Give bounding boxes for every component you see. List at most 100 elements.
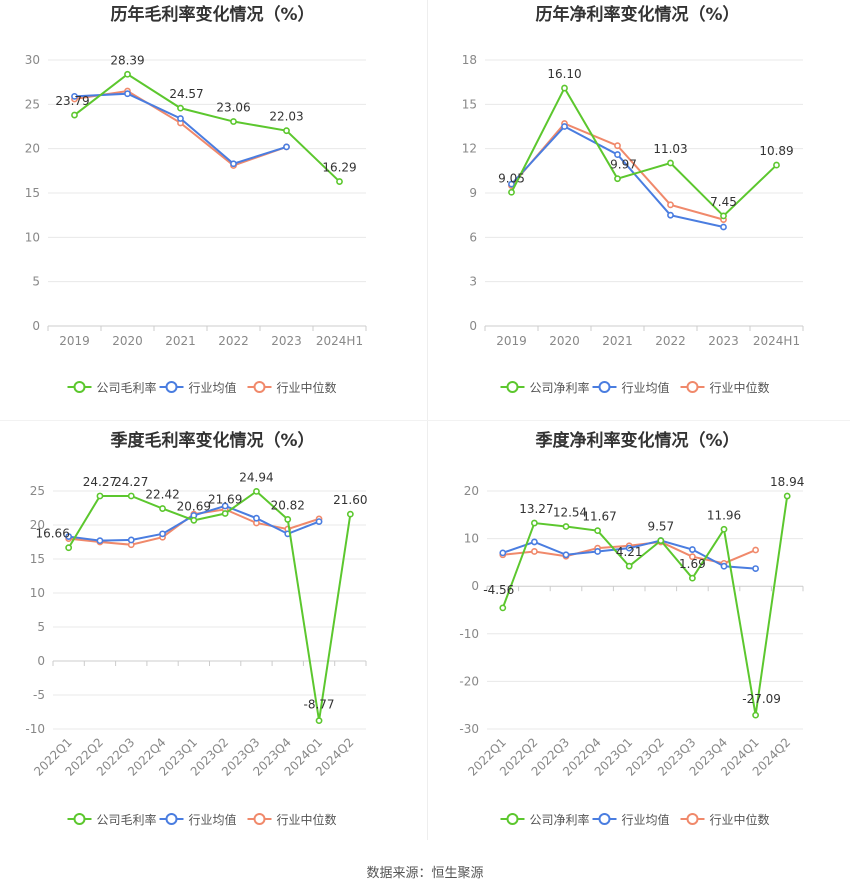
legend-label: 行业均值 bbox=[622, 380, 670, 395]
data-label: 23.79 bbox=[55, 94, 89, 108]
legend-item-industry-avg: 行业均值 bbox=[592, 380, 670, 395]
x-tick-label: 2024H1 bbox=[316, 334, 363, 348]
legend-marker bbox=[686, 813, 699, 825]
data-point-industry-avg bbox=[65, 533, 73, 540]
legend-marker bbox=[506, 813, 519, 825]
data-point-industry-avg bbox=[283, 143, 290, 151]
data-label: 23.06 bbox=[216, 101, 250, 115]
data-label: 20.69 bbox=[177, 499, 211, 513]
data-point-company bbox=[752, 711, 759, 719]
data-point-industry-avg bbox=[531, 538, 538, 546]
y-tick-label: 5 bbox=[37, 620, 45, 634]
y-tick-label: 25 bbox=[30, 484, 45, 498]
series-line-company bbox=[73, 73, 341, 183]
y-tick-label: 0 bbox=[469, 319, 477, 333]
legend-item-company: 公司净利率 bbox=[500, 812, 590, 827]
data-point-company bbox=[531, 519, 538, 527]
y-tick-label: 15 bbox=[25, 186, 40, 200]
data-point-company bbox=[688, 574, 696, 582]
legend-item-company: 公司毛利率 bbox=[67, 380, 157, 395]
data-point-company bbox=[190, 516, 198, 524]
chart-panel-3: 季度毛利率变化情况（%）-10-505101520252022Q12022Q22… bbox=[25, 430, 367, 827]
y-tick-label: 20 bbox=[25, 142, 40, 156]
data-point-industry-avg bbox=[221, 502, 229, 510]
y-tick-label: -30 bbox=[459, 722, 479, 736]
chart-title: 历年净利率变化情况（%） bbox=[535, 4, 739, 25]
data-point-company bbox=[499, 604, 507, 612]
data-point-industry-avg bbox=[96, 537, 104, 545]
data-point-industry-avg bbox=[71, 92, 78, 100]
data-point-industry-avg bbox=[688, 546, 696, 553]
data-point-industry-avg bbox=[667, 211, 674, 219]
legend-marker bbox=[253, 813, 266, 825]
data-point-company bbox=[657, 537, 665, 545]
data-point-company bbox=[253, 488, 260, 495]
data-point-industry-avg bbox=[562, 551, 570, 559]
series-line-company bbox=[67, 490, 352, 721]
y-tick-label: -10 bbox=[25, 722, 45, 736]
legend-marker bbox=[165, 813, 178, 825]
data-label: 24.27 bbox=[83, 475, 117, 489]
y-tick-label: 3 bbox=[469, 275, 477, 289]
data-label: 16.10 bbox=[547, 67, 581, 81]
y-tick-label: 5 bbox=[32, 275, 40, 289]
y-tick-label: 20 bbox=[30, 518, 45, 532]
data-point-industry-avg bbox=[720, 223, 727, 231]
data-point-company bbox=[283, 127, 290, 135]
chart-panel-4: 季度净利率变化情况（%）-30-20-10010202022Q12022Q220… bbox=[459, 430, 804, 827]
data-point-company bbox=[315, 717, 323, 725]
data-point-industry-avg bbox=[625, 544, 633, 552]
legend-label: 行业均值 bbox=[622, 812, 670, 827]
data-label: 9.97 bbox=[610, 158, 637, 172]
y-tick-label: -20 bbox=[459, 674, 479, 688]
data-label: 28.39 bbox=[110, 53, 144, 67]
y-tick-label: 9 bbox=[469, 186, 477, 200]
x-tick-label: 2022 bbox=[655, 334, 686, 348]
y-tick-label: 0 bbox=[32, 319, 40, 333]
legend-item-company: 公司净利率 bbox=[500, 380, 590, 395]
data-point-company bbox=[773, 161, 780, 169]
legend-marker bbox=[73, 813, 86, 825]
y-tick-label: 30 bbox=[25, 53, 40, 67]
data-source-note: 数据来源：恒生聚源 bbox=[366, 866, 484, 881]
data-point-company bbox=[71, 111, 78, 119]
y-tick-label: 15 bbox=[30, 552, 45, 566]
legend-item-industry-median: 行业中位数 bbox=[680, 812, 770, 827]
data-point-company bbox=[177, 104, 184, 112]
legend-label: 行业中位数 bbox=[710, 812, 770, 827]
data-point-company bbox=[65, 544, 73, 552]
legend-marker bbox=[165, 381, 178, 393]
x-tick-label: 2020 bbox=[549, 334, 580, 348]
data-point-company bbox=[614, 175, 621, 183]
data-point-company bbox=[127, 492, 135, 500]
data-point-industry-median bbox=[667, 201, 674, 209]
data-point-industry-avg bbox=[594, 548, 601, 555]
data-label: 16.66 bbox=[35, 527, 69, 541]
data-label: -27.09 bbox=[742, 692, 781, 706]
data-label: 12.54 bbox=[553, 506, 587, 520]
data-label: 11.67 bbox=[582, 510, 616, 524]
y-tick-label: -5 bbox=[33, 688, 45, 702]
y-tick-label: 10 bbox=[30, 586, 45, 600]
legend-item-industry-median: 行业中位数 bbox=[247, 812, 337, 827]
x-tick-label: 2022 bbox=[218, 334, 249, 348]
data-label: 4.21 bbox=[616, 545, 643, 559]
y-tick-label: 10 bbox=[464, 532, 479, 546]
data-label: 9.57 bbox=[647, 520, 674, 534]
data-point-company bbox=[720, 212, 727, 220]
chart-title: 历年毛利率变化情况（%） bbox=[110, 4, 314, 25]
data-point-industry-avg bbox=[230, 160, 237, 168]
legend-label: 行业均值 bbox=[189, 380, 237, 395]
x-tick-label: 2023 bbox=[271, 334, 302, 348]
data-label: 18.94 bbox=[770, 475, 804, 489]
legend-label: 公司毛利率 bbox=[97, 812, 157, 827]
data-point-industry-median bbox=[688, 553, 696, 561]
series-line-company bbox=[510, 85, 778, 218]
y-tick-label: 10 bbox=[25, 230, 40, 244]
y-tick-label: 20 bbox=[464, 484, 479, 498]
chart-title: 季度净利率变化情况（%） bbox=[535, 430, 739, 451]
data-point-company bbox=[284, 516, 292, 523]
data-point-industry-avg bbox=[159, 530, 166, 538]
data-label: -4.56 bbox=[483, 583, 514, 597]
